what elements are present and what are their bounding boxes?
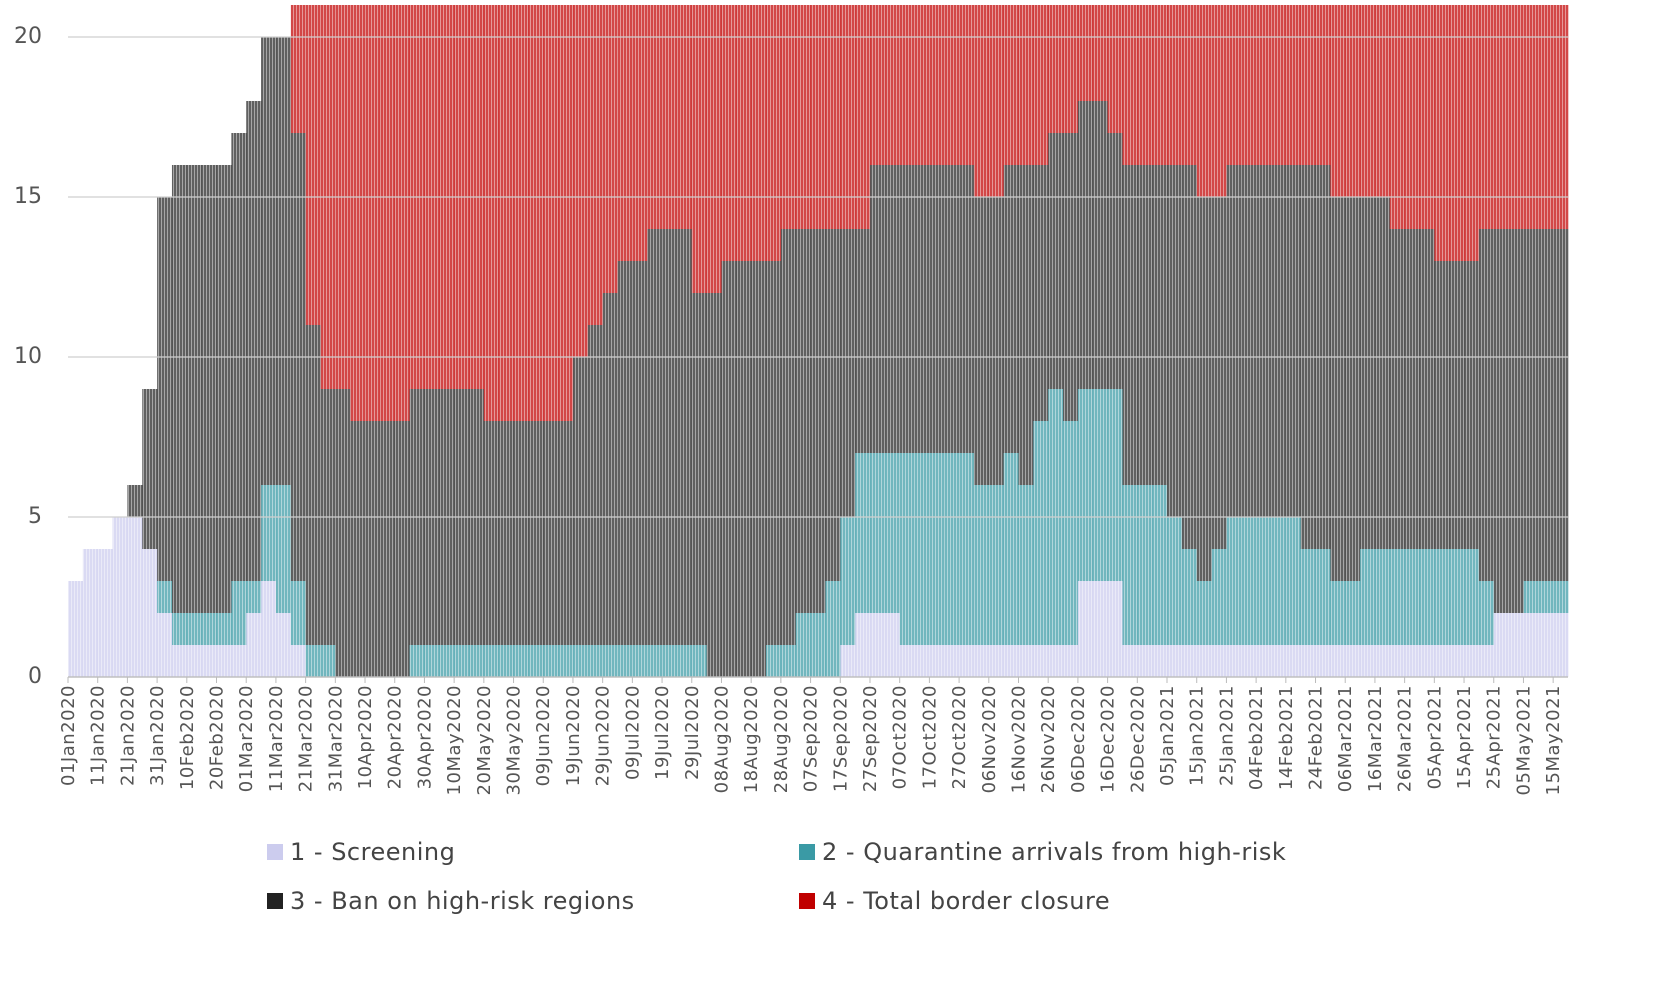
- legend-swatch: [799, 844, 815, 860]
- y-tick-label: 20: [14, 24, 42, 49]
- x-tick-label: 31Mar2020: [325, 685, 346, 792]
- y-tick-label: 10: [14, 344, 42, 369]
- x-tick-label: 26Nov2020: [1038, 685, 1059, 793]
- overlay: [67, 36, 1568, 683]
- x-tick-label: 29Jul2020: [682, 685, 703, 780]
- legend-label: 3 - Ban on high-risk regions: [290, 887, 635, 915]
- x-tick-label: 16Nov2020: [1008, 685, 1029, 793]
- x-tick-label: 26Mar2021: [1395, 685, 1416, 792]
- x-tick-label: 24Feb2021: [1306, 685, 1327, 790]
- x-tick-label: 30May2020: [504, 685, 525, 795]
- x-tick-label: 01Jan2020: [58, 685, 79, 786]
- x-tick-label: 17Oct2020: [919, 685, 940, 789]
- y-tick-label: 15: [14, 184, 42, 209]
- x-tick-label: 10Feb2020: [177, 685, 198, 790]
- x-tick-label: 10May2020: [444, 685, 465, 795]
- x-tick-label: 31Jan2020: [147, 685, 168, 786]
- x-tick-label: 05Apr2021: [1424, 685, 1445, 789]
- legend-label: 1 - Screening: [290, 838, 455, 866]
- bar-texture: [68, 5, 1568, 677]
- x-tick-label: 27Oct2020: [949, 685, 970, 789]
- x-tick-label: 05May2021: [1513, 685, 1534, 795]
- x-tick-label: 28Aug2020: [771, 685, 792, 793]
- x-tick-label: 19Jul2020: [652, 685, 673, 780]
- x-tick-label: 04Feb2021: [1246, 685, 1267, 790]
- legend-swatch: [267, 844, 283, 860]
- x-tick-label: 15May2021: [1543, 685, 1564, 795]
- x-tick-label: 26Dec2020: [1127, 685, 1148, 793]
- x-tick-label: 10Apr2020: [355, 685, 376, 789]
- x-tick-label: 25Jan2021: [1216, 685, 1237, 786]
- x-tick-label: 09Jul2020: [622, 685, 643, 780]
- x-tick-label: 08Aug2020: [711, 685, 732, 793]
- x-tick-label: 09Jun2020: [533, 685, 554, 786]
- x-tick-label: 06Nov2020: [979, 685, 1000, 793]
- x-tick-label: 15Jan2021: [1187, 685, 1208, 786]
- legend-label: 2 - Quarantine arrivals from high-risk: [822, 838, 1286, 866]
- x-tick-label: 19Jun2020: [563, 685, 584, 786]
- x-tick-label: 27Sep2020: [860, 685, 881, 792]
- x-tick-label: 05Jan2021: [1157, 685, 1178, 786]
- x-tick-label: 15Apr2021: [1454, 685, 1475, 789]
- legend-swatch: [799, 893, 815, 909]
- x-tick-label: 25Apr2021: [1484, 685, 1505, 789]
- x-tick-label: 06Mar2021: [1335, 685, 1356, 792]
- y-tick-label: 0: [28, 664, 42, 689]
- x-tick-label: 01Mar2020: [236, 685, 257, 792]
- x-tick-label: 21Mar2020: [296, 685, 317, 792]
- x-tick-label: 21Jan2020: [117, 685, 138, 786]
- x-tick-label: 14Feb2021: [1276, 685, 1297, 790]
- x-tick-label: 17Sep2020: [830, 685, 851, 792]
- legend-swatch: [267, 893, 283, 909]
- x-tick-label: 20May2020: [474, 685, 495, 795]
- x-tick-label: 20Apr2020: [385, 685, 406, 789]
- x-tick-label: 18Aug2020: [741, 685, 762, 793]
- legend-label: 4 - Total border closure: [822, 887, 1110, 915]
- x-tick-label: 11Mar2020: [266, 685, 287, 792]
- x-tick-label: 29Jun2020: [593, 685, 614, 786]
- x-tick-label: 11Jan2020: [88, 685, 109, 786]
- x-tick-label: 16Dec2020: [1098, 685, 1119, 793]
- y-tick-label: 5: [28, 504, 42, 529]
- x-tick-label: 16Mar2021: [1365, 685, 1386, 792]
- x-tick-label: 07Sep2020: [801, 685, 822, 792]
- x-tick-label: 30Apr2020: [414, 685, 435, 789]
- x-tick-label: 07Oct2020: [890, 685, 911, 789]
- x-tick-label: 06Dec2020: [1068, 685, 1089, 793]
- bars: [68, 5, 1569, 677]
- x-tick-label: 20Feb2020: [207, 685, 228, 790]
